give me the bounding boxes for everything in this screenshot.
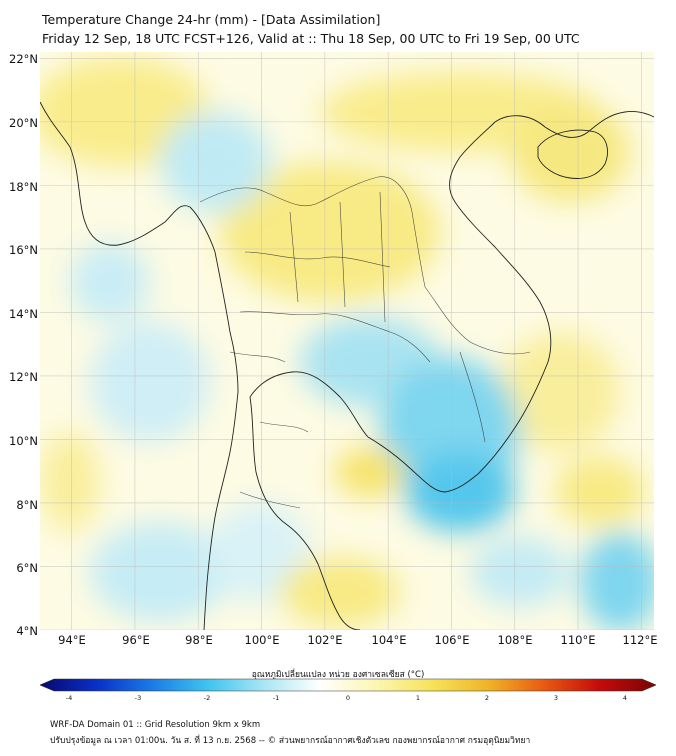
lon-label: 96°E [122, 633, 150, 647]
lat-label: 22°N [9, 52, 38, 66]
temperature-field [40, 57, 654, 630]
colorbar-tick-label: -1 [272, 694, 280, 702]
colorbar-gradient [40, 678, 656, 692]
chart-title: Temperature Change 24-hr (mm) - [Data As… [42, 12, 381, 27]
lat-label: 12°N [9, 370, 38, 384]
temperature-change-map [40, 52, 654, 630]
lat-label: 18°N [9, 180, 38, 194]
colorbar-tick-label: 0 [345, 694, 351, 702]
colorbar-tick-label: 1 [415, 694, 421, 702]
colorbar-tick-label: 3 [553, 694, 559, 702]
coastlines [40, 101, 654, 630]
colorbar-tick-label: -2 [203, 694, 211, 702]
lon-label: 94°E [58, 633, 86, 647]
colorbar [40, 678, 656, 692]
lon-label: 112°E [622, 633, 658, 647]
footer-model-info: WRF-DA Domain 01 :: Grid Resolution 9km … [50, 720, 261, 730]
colorbar-title: อุณหภูมิเปลี่ยนแปลง หน่วย องศาเซลเซียส (… [251, 670, 425, 680]
lon-label: 102°E [307, 633, 343, 647]
lon-label: 98°E [185, 633, 213, 647]
colorbar-tick-label: -4 [65, 694, 73, 702]
colorbar-tick-label: 2 [484, 694, 490, 702]
colorbar-tick-label: -3 [134, 694, 142, 702]
gridlines [40, 52, 654, 630]
lon-label: 104°E [371, 633, 407, 647]
footer-credit: ปรับปรุงข้อมูล ณ เวลา 01:00น. วัน ส. ที่… [50, 736, 531, 746]
lat-label: 6°N [16, 561, 38, 575]
lat-label: 14°N [9, 307, 38, 321]
colorbar-tick-label: 4 [622, 694, 628, 702]
lon-label: 106°E [434, 633, 470, 647]
lon-label: 108°E [497, 633, 533, 647]
lat-label: 8°N [16, 498, 38, 512]
admin-boundaries [199, 176, 531, 509]
lat-label: 16°N [9, 243, 38, 257]
lat-label: 4°N [16, 624, 38, 638]
lat-label: 10°N [9, 434, 38, 448]
lon-label: 100°E [244, 633, 280, 647]
chart-subtitle: Friday 12 Sep, 18 UTC FCST+126, Valid at… [42, 31, 580, 46]
lon-label: 110°E [560, 633, 596, 647]
lat-label: 20°N [9, 116, 38, 130]
